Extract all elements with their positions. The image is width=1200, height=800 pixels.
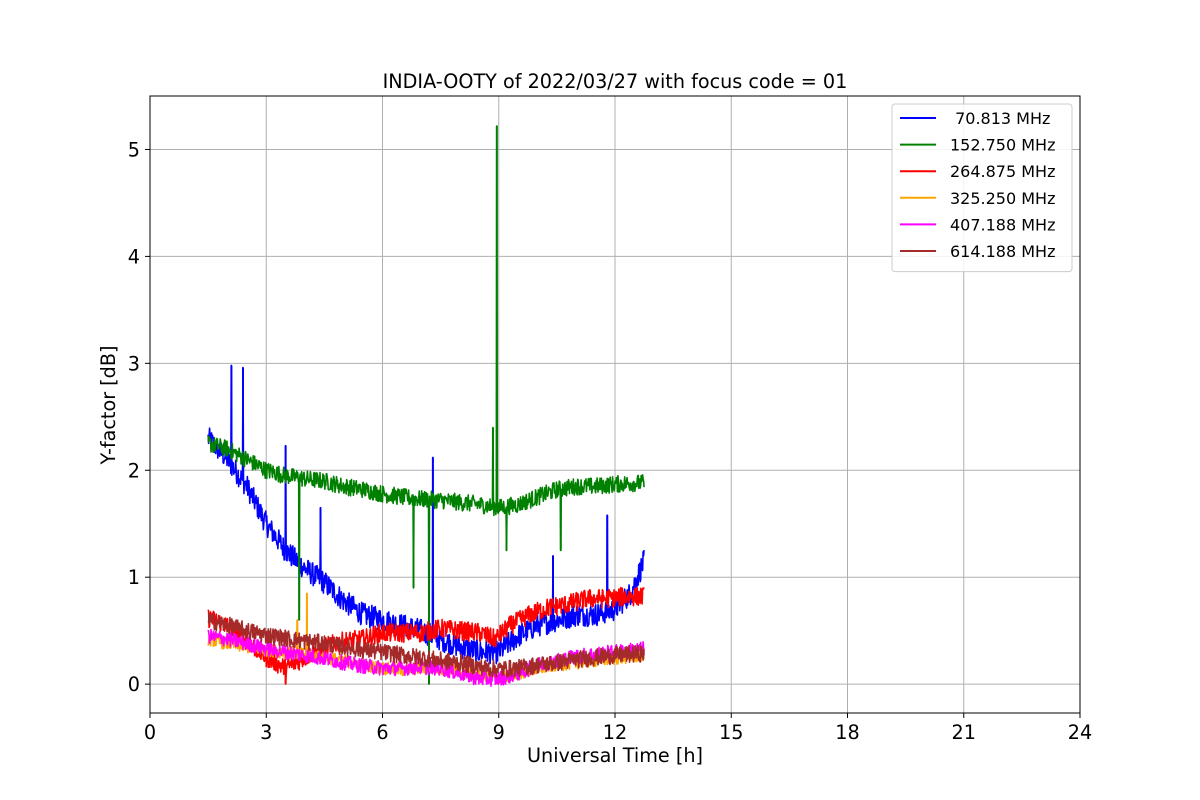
legend-entry: 70.813 MHz <box>950 109 1050 128</box>
y-tick-label: 3 <box>128 352 140 375</box>
series-line <box>207 612 645 678</box>
chart-title: INDIA-OOTY of 2022/03/27 with focus code… <box>383 70 848 93</box>
y-tick-label: 0 <box>128 673 140 696</box>
legend-entry: 325.250 MHz <box>950 189 1055 208</box>
legend: 70.813 MHz 152.750 MHz 264.875 MHz 325.250 … <box>891 103 1073 273</box>
legend-entry: 152.750 MHz <box>950 136 1055 155</box>
axes-frame <box>149 95 1081 714</box>
legend-entry: 614.188 MHz <box>950 242 1055 261</box>
x-tick-label: 21 <box>952 721 976 744</box>
series-line <box>207 628 645 687</box>
legend-entry: 264.875 MHz <box>950 162 1055 181</box>
legend-box <box>891 103 1073 273</box>
x-tick-label: 12 <box>603 721 627 744</box>
x-tick-label: 9 <box>493 721 505 744</box>
y-tick-label: 4 <box>128 245 140 268</box>
legend-entry: 407.188 MHz <box>950 215 1055 234</box>
x-tick-label: 6 <box>376 721 388 744</box>
x-tick-label: 15 <box>719 721 743 744</box>
plot-area <box>207 125 645 687</box>
x-tick-label: 18 <box>835 721 859 744</box>
series-line <box>207 125 645 685</box>
x-tick-label: 0 <box>144 721 156 744</box>
y-tick-label: 2 <box>128 459 140 482</box>
x-axis-label: Universal Time [h] <box>527 744 703 767</box>
y-tick-label: 5 <box>128 138 140 161</box>
series-line <box>207 364 645 665</box>
y-tick-label: 1 <box>128 566 140 589</box>
y-axis-label: Y-factor [dB] <box>97 346 120 466</box>
x-tick-label: 3 <box>260 721 272 744</box>
series-line <box>207 586 645 685</box>
x-tick-label: 24 <box>1068 721 1092 744</box>
